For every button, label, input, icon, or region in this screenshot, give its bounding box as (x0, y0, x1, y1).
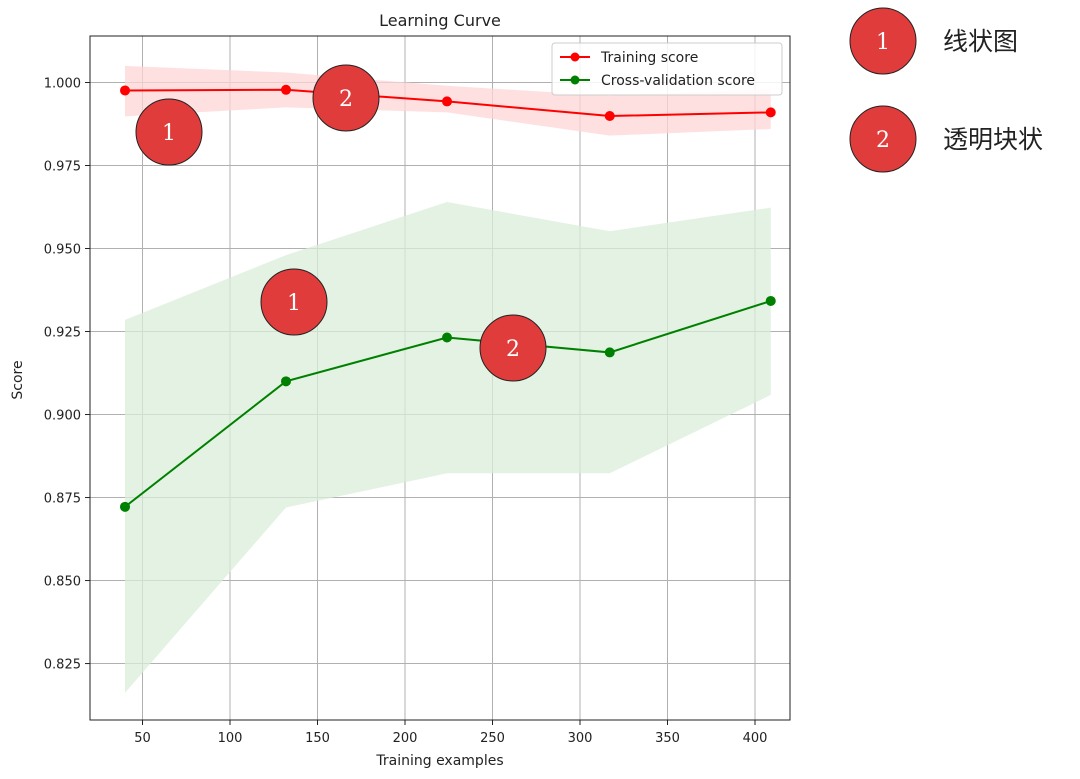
x-tick-label: 250 (480, 731, 505, 746)
badge-training-line: 1 (135, 98, 203, 166)
badge-validation-line: 2 (479, 314, 547, 382)
y-tick-label: 1.000 (44, 76, 81, 91)
badge-validation-band: 1 (260, 268, 328, 336)
annotation-legend-badge (849, 7, 917, 75)
y-tick-label: 0.975 (44, 159, 81, 174)
x-axis-label: Training examples (375, 753, 503, 769)
chart-title: Learning Curve (379, 11, 501, 30)
annotation-legend-badge (849, 105, 917, 173)
training-score-point (604, 111, 615, 122)
legend-training-label: Training score (600, 50, 698, 66)
validation-score-point (442, 332, 452, 343)
x-tick-label: 150 (305, 731, 330, 746)
legend-validation-label: Cross-validation score (601, 73, 755, 89)
training-score-point (442, 96, 452, 107)
y-tick-label: 0.925 (44, 326, 81, 341)
annotation-legend-item-1: 1 线状图 (849, 7, 1018, 75)
legend: Training score Cross-validation score (551, 42, 783, 96)
badge-label: 1 (162, 121, 176, 146)
legend-training-marker (570, 52, 580, 62)
legend-validation-marker (570, 75, 580, 85)
x-tick-label: 50 (134, 731, 151, 746)
plot-frame (89, 35, 791, 721)
training-score-point (120, 85, 130, 96)
legend-box (551, 42, 783, 96)
x-tick-label: 100 (218, 731, 243, 746)
x-tick-label: 400 (743, 731, 768, 746)
x-tick-label: 200 (393, 731, 418, 746)
annotation-legend-text: 透明块状 (943, 125, 1043, 154)
y-tick-label: 0.875 (44, 492, 81, 507)
annotation-legend-badge-label: 2 (876, 128, 890, 153)
annotation-legend-text: 线状图 (943, 27, 1018, 56)
badge-label: 1 (287, 291, 301, 316)
validation-score-point (120, 501, 130, 512)
annotation-legend-badge-label: 1 (876, 30, 890, 55)
validation-score-point (765, 295, 776, 306)
training-score-point (281, 84, 291, 95)
annotation-legend-item-2: 2 透明块状 (849, 105, 1043, 173)
badge-label: 2 (339, 87, 353, 112)
y-axis-label: Score (10, 360, 26, 399)
annotation-badges: 1 2 1 2 (135, 64, 547, 382)
badge-label: 2 (506, 337, 520, 362)
validation-score-band (125, 202, 771, 693)
x-tick-label: 300 (568, 731, 593, 746)
annotation-legend: 1 线状图 2 透明块状 (849, 7, 1043, 173)
badge-training-band: 2 (312, 64, 380, 132)
y-tick-label: 0.900 (44, 409, 81, 424)
y-tick-label: 0.950 (44, 243, 81, 258)
validation-score-point (604, 347, 615, 358)
y-tick-label: 0.850 (44, 575, 81, 590)
validation-score-point (281, 376, 291, 387)
training-score-point (765, 107, 776, 118)
x-tick-label: 350 (655, 731, 680, 746)
y-tick-label: 0.825 (44, 658, 81, 673)
